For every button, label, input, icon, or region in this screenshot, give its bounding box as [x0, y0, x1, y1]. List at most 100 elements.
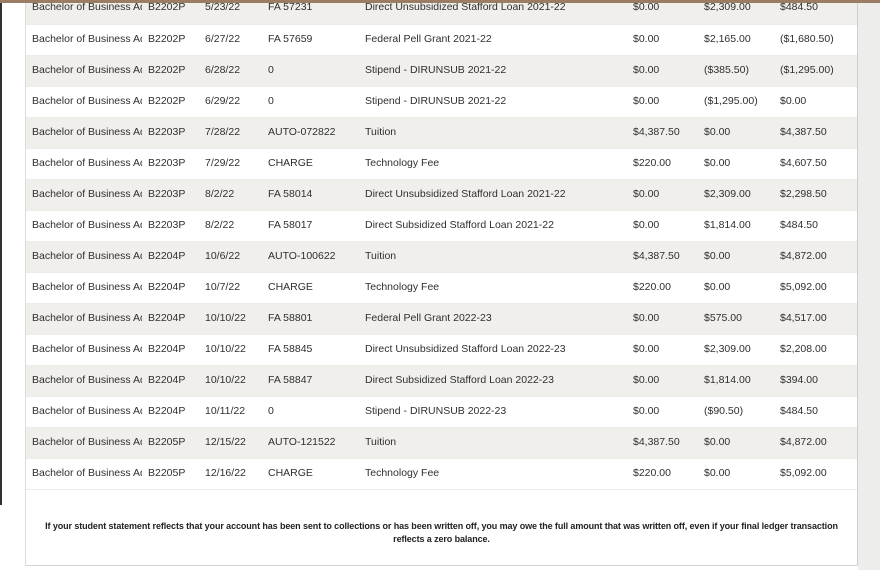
cell-program: Bachelor of Business Administration - 20 [26, 334, 142, 366]
cell-balance: $484.50 [774, 210, 857, 242]
cell-credits: $2,309.00 [698, 179, 774, 211]
cell-reference: AUTO-121522 [262, 427, 359, 459]
cell-balance: $4,517.00 [774, 303, 857, 335]
cell-reference: FA 58014 [262, 179, 359, 211]
ledger-table-row: Bachelor of Business Administration - 20… [26, 24, 857, 56]
cell-date: 10/7/22 [199, 272, 262, 304]
cell-program: Bachelor of Business Administration - 20 [26, 396, 142, 428]
cell-reference: AUTO-100622 [262, 241, 359, 273]
cell-balance: ($1,680.50) [774, 24, 857, 56]
cell-date: 12/15/22 [199, 427, 262, 459]
cell-term: B2202P [142, 86, 199, 118]
cell-date: 6/28/22 [199, 55, 262, 87]
cell-balance: $2,298.50 [774, 179, 857, 211]
statement-panel: Bachelor of Business Administration - 20… [25, 0, 858, 566]
cell-reference: FA 58017 [262, 210, 359, 242]
top-accent-bar [0, 0, 880, 3]
cell-balance: $484.50 [774, 0, 857, 25]
ledger-table-row: Bachelor of Business Administration - 20… [26, 365, 857, 397]
cell-balance: $4,872.00 [774, 241, 857, 273]
left-edge-line [0, 1, 2, 505]
cell-balance: $5,092.00 [774, 272, 857, 304]
cell-charges: $4,387.50 [627, 241, 698, 273]
cell-program: Bachelor of Business Administration - 20 [26, 458, 142, 490]
cell-reference: 0 [262, 55, 359, 87]
cell-credits: ($385.50) [698, 55, 774, 87]
cell-term: B2203P [142, 117, 199, 149]
cell-balance: $4,387.50 [774, 117, 857, 149]
ledger-table: Bachelor of Business Administration - 20… [26, 0, 857, 490]
cell-description: Tuition [359, 241, 627, 273]
ledger-table-row: Bachelor of Business Administration - 20… [26, 210, 857, 242]
cell-credits: $1,814.00 [698, 365, 774, 397]
ledger-table-row: Bachelor of Business Administration - 20… [26, 0, 857, 25]
cell-program: Bachelor of Business Administration - 20 [26, 0, 142, 25]
cell-date: 8/2/22 [199, 210, 262, 242]
cell-term: B2204P [142, 272, 199, 304]
cell-credits: $2,309.00 [698, 0, 774, 25]
cell-balance: $5,092.00 [774, 458, 857, 490]
cell-balance: $2,208.00 [774, 334, 857, 366]
cell-term: B2205P [142, 458, 199, 490]
cell-description: Federal Pell Grant 2021-22 [359, 24, 627, 56]
cell-reference: FA 57231 [262, 0, 359, 25]
cell-term: B2202P [142, 24, 199, 56]
ledger-table-row: Bachelor of Business Administration - 20… [26, 303, 857, 335]
cell-term: B2204P [142, 241, 199, 273]
cell-description: Federal Pell Grant 2022-23 [359, 303, 627, 335]
cell-description: Technology Fee [359, 148, 627, 180]
cell-credits: $0.00 [698, 241, 774, 273]
ledger-table-row: Bachelor of Business Administration - 20… [26, 148, 857, 180]
cell-description: Direct Unsubsidized Stafford Loan 2022-2… [359, 334, 627, 366]
cell-reference: 0 [262, 396, 359, 428]
cell-reference: FA 58845 [262, 334, 359, 366]
cell-date: 10/10/22 [199, 334, 262, 366]
cell-term: B2203P [142, 148, 199, 180]
cell-term: B2204P [142, 303, 199, 335]
cell-program: Bachelor of Business Administration - 20 [26, 148, 142, 180]
cell-credits: $0.00 [698, 117, 774, 149]
cell-charges: $0.00 [627, 365, 698, 397]
cell-charges: $0.00 [627, 55, 698, 87]
cell-charges: $0.00 [627, 179, 698, 211]
cell-description: Technology Fee [359, 272, 627, 304]
cell-date: 10/10/22 [199, 365, 262, 397]
cell-description: Stipend - DIRUNSUB 2022-23 [359, 396, 627, 428]
cell-credits: $0.00 [698, 148, 774, 180]
cell-date: 8/2/22 [199, 179, 262, 211]
cell-description: Technology Fee [359, 458, 627, 490]
cell-description: Direct Subsidized Stafford Loan 2022-23 [359, 365, 627, 397]
cell-charges: $4,387.50 [627, 117, 698, 149]
cell-credits: $575.00 [698, 303, 774, 335]
cell-description: Stipend - DIRUNSUB 2021-22 [359, 55, 627, 87]
cell-charges: $220.00 [627, 272, 698, 304]
cell-program: Bachelor of Business Administration - 20 [26, 55, 142, 87]
cell-charges: $0.00 [627, 210, 698, 242]
cell-charges: $0.00 [627, 396, 698, 428]
cell-credits: ($1,295.00) [698, 86, 774, 118]
ledger-table-row: Bachelor of Business Administration - 20… [26, 55, 857, 87]
cell-program: Bachelor of Business Administration - 20 [26, 117, 142, 149]
cell-balance: $4,872.00 [774, 427, 857, 459]
ledger-table-row: Bachelor of Business Administration - 20… [26, 179, 857, 211]
cell-term: B2204P [142, 334, 199, 366]
cell-program: Bachelor of Business Administration - 20 [26, 303, 142, 335]
cell-date: 12/16/22 [199, 458, 262, 490]
cell-term: B2204P [142, 365, 199, 397]
cell-credits: $0.00 [698, 272, 774, 304]
cell-date: 10/10/22 [199, 303, 262, 335]
cell-date: 7/29/22 [199, 148, 262, 180]
cell-program: Bachelor of Business Administration - 20 [26, 24, 142, 56]
ledger-table-row: Bachelor of Business Administration - 20… [26, 86, 857, 118]
cell-reference: 0 [262, 86, 359, 118]
cell-credits: $2,165.00 [698, 24, 774, 56]
cell-balance: $4,607.50 [774, 148, 857, 180]
cell-charges: $220.00 [627, 458, 698, 490]
cell-date: 6/27/22 [199, 24, 262, 56]
cell-charges: $0.00 [627, 303, 698, 335]
ledger-table-row: Bachelor of Business Administration - 20… [26, 396, 857, 428]
cell-program: Bachelor of Business Administration - 20 [26, 241, 142, 273]
cell-date: 7/28/22 [199, 117, 262, 149]
cell-charges: $220.00 [627, 148, 698, 180]
